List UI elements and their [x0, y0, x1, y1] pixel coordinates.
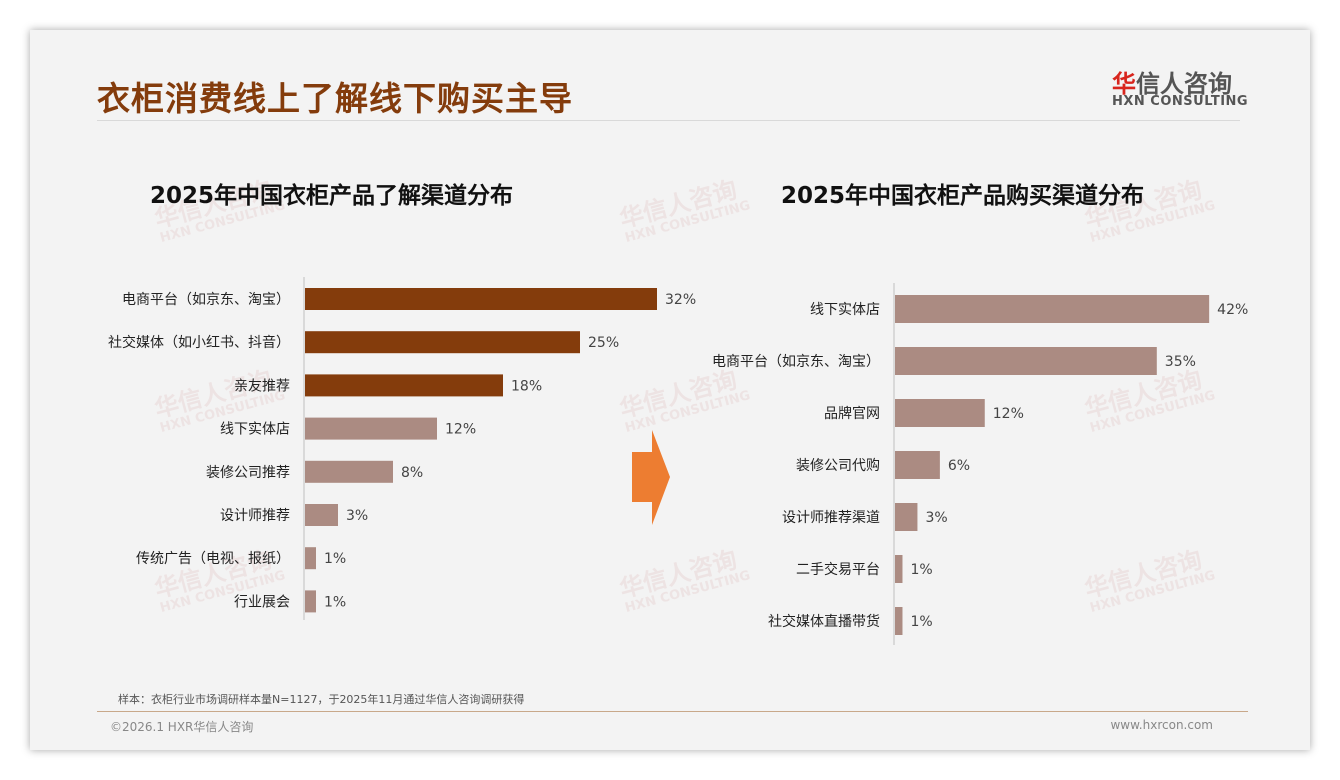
value-label: 18%: [511, 378, 542, 394]
copyright: ©2026.1 HXR华信人咨询: [110, 720, 254, 734]
category-label: 设计师推荐渠道: [782, 510, 880, 526]
bar: [305, 331, 580, 354]
value-label: 42%: [1217, 302, 1248, 318]
category-label: 品牌官网: [824, 405, 880, 422]
bar: [305, 547, 316, 570]
value-label: 32%: [665, 292, 696, 308]
category-label: 亲友推荐: [234, 378, 290, 394]
category-label: 装修公司代购: [796, 458, 880, 474]
value-label: 1%: [910, 562, 932, 578]
value-label: 1%: [910, 614, 932, 630]
value-label: 12%: [993, 406, 1024, 422]
category-label: 二手交易平台: [796, 561, 880, 578]
page-title: 衣柜消费线上了解线下购买主导: [97, 79, 573, 118]
category-label: 设计师推荐: [220, 508, 290, 524]
bar: [305, 374, 503, 397]
website-link[interactable]: www.hxrcon.com: [1110, 718, 1213, 732]
category-label: 社交媒体直播带货: [768, 613, 880, 630]
value-label: 12%: [445, 422, 476, 438]
chart-title-right: 2025年中国衣柜产品购买渠道分布: [781, 183, 1145, 209]
value-label: 1%: [324, 551, 346, 567]
bar: [895, 451, 940, 479]
bar: [895, 555, 903, 583]
bar: [895, 607, 903, 635]
slide: [30, 30, 1310, 750]
footer-divider: [97, 711, 1248, 712]
value-label: 1%: [324, 594, 346, 610]
bar: [305, 288, 657, 310]
value-label: 3%: [346, 508, 368, 524]
sample-note: 样本：衣柜行业市场调研样本量N=1127，于2025年11月通过华信人咨询调研获…: [118, 693, 525, 706]
bar: [305, 417, 437, 440]
bar: [305, 590, 316, 613]
value-label: 8%: [401, 465, 423, 481]
category-label: 装修公司推荐: [206, 465, 290, 481]
bar: [895, 295, 1210, 323]
value-label: 25%: [588, 335, 619, 351]
bar: [895, 399, 985, 427]
value-label: 3%: [925, 510, 947, 526]
logo: 华信人咨询: [1112, 70, 1232, 98]
category-label: 线下实体店: [810, 302, 880, 318]
chart-title-left: 2025年中国衣柜产品了解渠道分布: [150, 183, 514, 209]
category-label: 传统广告（电视、报纸）: [136, 551, 290, 567]
value-label: 6%: [948, 458, 970, 474]
arrow-icon: [632, 430, 670, 525]
category-label: 行业展会: [234, 594, 290, 610]
title-divider: [97, 120, 1240, 121]
bar: [305, 504, 338, 526]
value-label: 35%: [1165, 354, 1196, 370]
category-label: 电商平台（如京东、淘宝）: [712, 354, 880, 370]
logo-subtitle: HXN CONSULTING: [1112, 94, 1249, 109]
bar: [895, 347, 1157, 375]
bar: [895, 503, 918, 531]
category-label: 电商平台（如京东、淘宝）: [122, 292, 290, 308]
bar: [305, 460, 393, 483]
category-label: 线下实体店: [220, 422, 290, 438]
category-label: 社交媒体（如小红书、抖音）: [108, 334, 290, 351]
